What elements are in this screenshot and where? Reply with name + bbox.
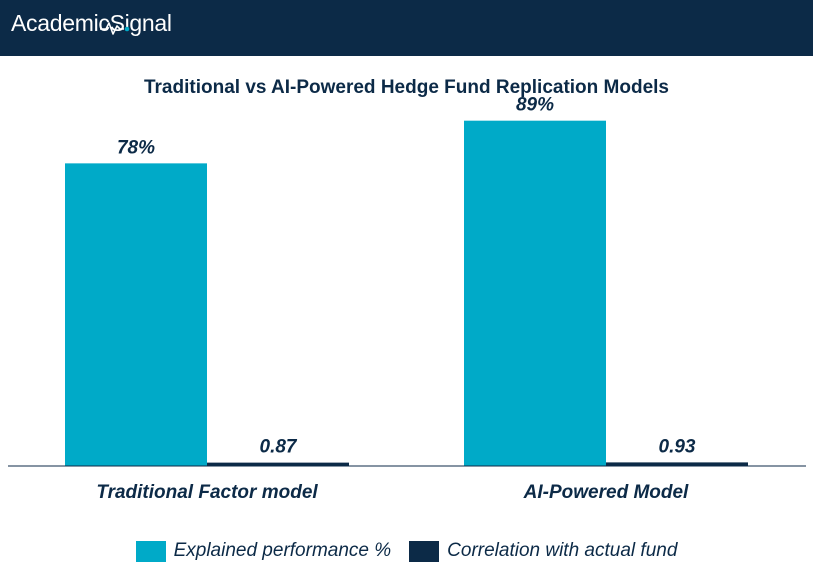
brand-logo[interactable]: AcademicSignal	[11, 6, 172, 40]
data-label-ai-powered-model-explained-performance: 89%	[516, 95, 554, 116]
bar-ai-powered-model-explained-performance	[464, 120, 606, 467]
bar-traditional-factor-model-correlation-with-actual-fund	[207, 462, 349, 466]
data-label-ai-powered-model-correlation-with-actual-fund: 0.93	[659, 436, 696, 457]
bar-chart: 78% 0.87 Traditional Factor model 89% 0.93 AI…	[8, 95, 806, 503]
x-tick-label-traditional-factor-model: Traditional Factor model	[96, 482, 318, 503]
chart-title: Traditional vs AI-Powered Hedge Fund Rep…	[143, 77, 670, 98]
pulse-icon	[100, 22, 130, 35]
legend-item-explained: Explained performance %	[135, 540, 392, 562]
data-label-traditional-factor-model-correlation-with-actual-fund: 0.87	[260, 437, 298, 458]
legend-swatch-explained	[135, 540, 166, 562]
legend-swatch-correlation	[409, 540, 440, 562]
bar-traditional-factor-model-explained-performance	[65, 163, 207, 467]
chart-legend: Explained performance % Correlation with…	[0, 540, 813, 562]
x-tick-label-ai-powered-model: AI-Powered Model	[523, 482, 689, 503]
legend-label-explained: Explained performance %	[173, 540, 392, 561]
data-label-traditional-factor-model-explained-performance: 78%	[117, 137, 155, 158]
bar-ai-powered-model-correlation-with-actual-fund	[606, 462, 748, 466]
header-bar: AcademicSignal	[0, 0, 813, 56]
legend-item-correlation: Correlation with actual fund	[409, 540, 677, 562]
brand-name: AcademicSignal	[11, 9, 172, 36]
legend-label-correlation: Correlation with actual fund	[447, 540, 678, 561]
